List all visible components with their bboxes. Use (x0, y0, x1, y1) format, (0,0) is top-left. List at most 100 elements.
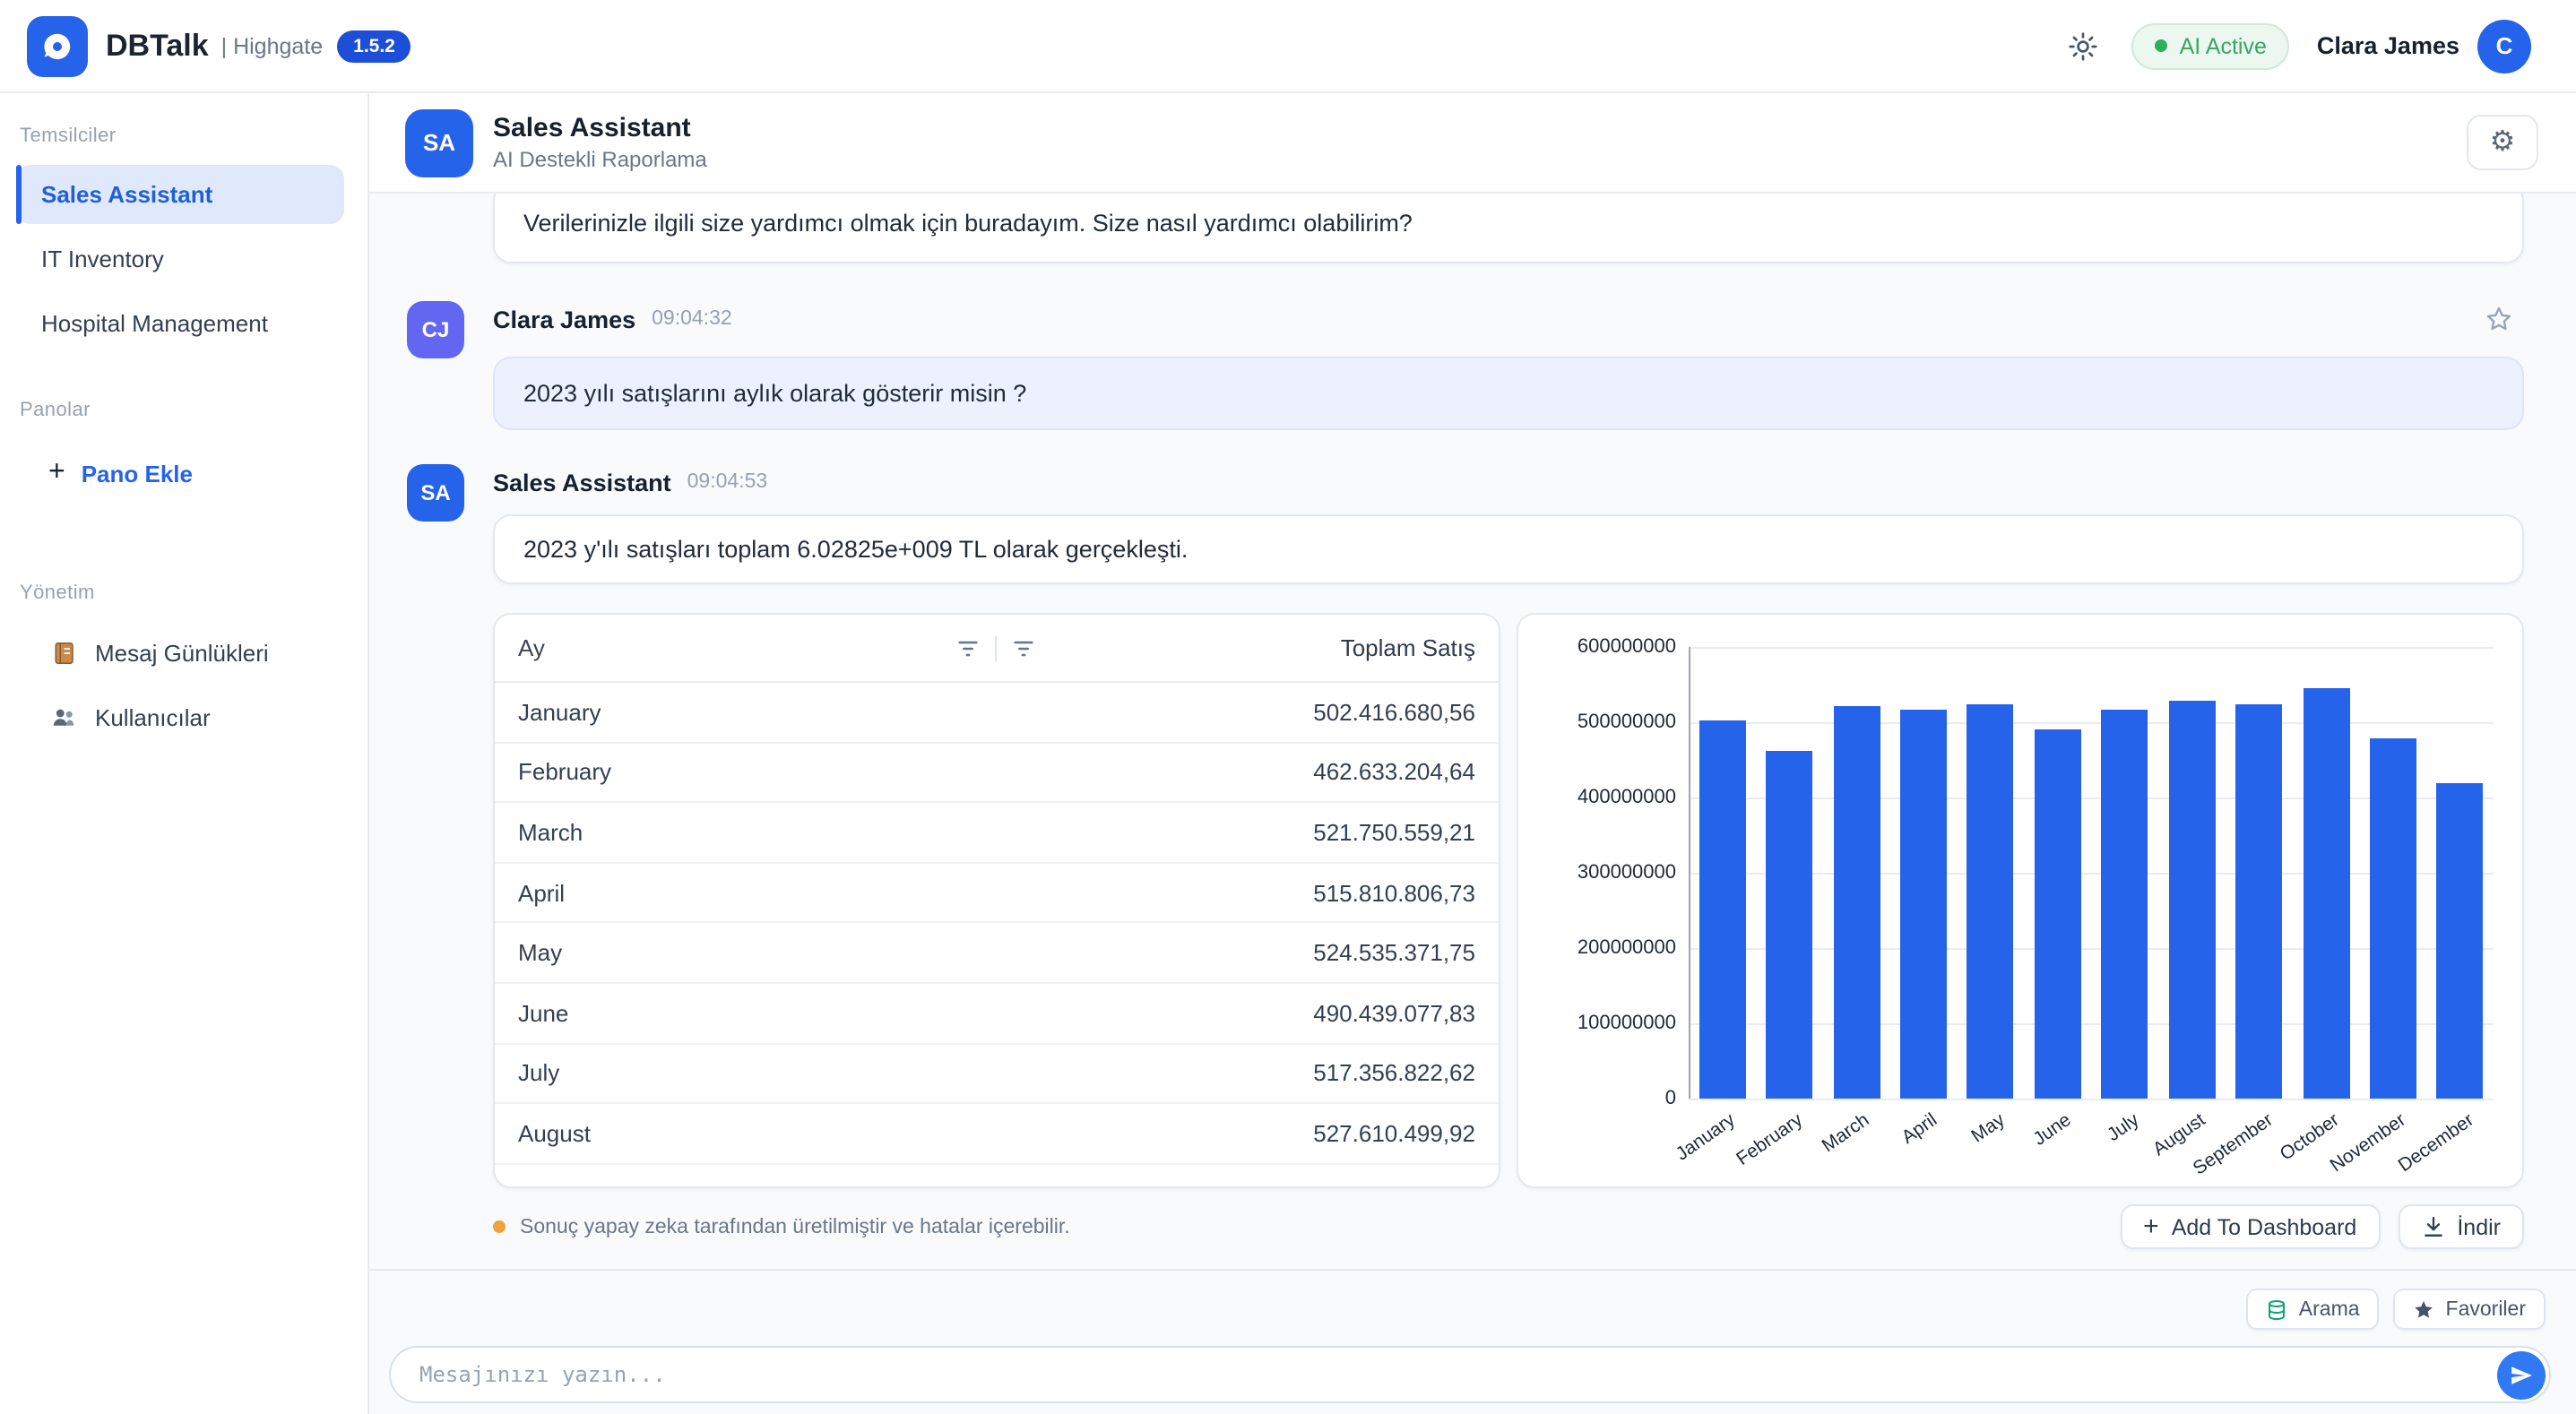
chart-x-tick-label: November (2327, 1109, 2411, 1177)
bar-august (2168, 701, 2216, 1099)
table-cell-total: 490.439.077,83 (1313, 999, 1475, 1027)
journal-icon (55, 642, 73, 663)
result-footer: Sonuç yapay zeka tarafından üretilmiştir… (493, 1204, 2524, 1249)
table-row: March 521.750.559,21 (495, 803, 1499, 864)
version-badge: 1.5.2 (337, 30, 411, 62)
app-name: DBTalk (106, 28, 209, 62)
table-row: January 502.416.680,56 (495, 683, 1499, 744)
chart-gridline (1689, 948, 2494, 950)
send-button[interactable] (2497, 1350, 2546, 1399)
filter-icon-month[interactable] (955, 635, 981, 660)
add-to-dashboard-button[interactable]: + Add To Dashboard (2120, 1204, 2381, 1249)
section-label-dashboards: Panolar (20, 400, 91, 421)
table-cell-month: April (518, 879, 566, 907)
message-input-row (389, 1346, 2551, 1403)
add-to-dashboard-label: Add To Dashboard (2171, 1214, 2357, 1239)
table-filters (955, 635, 1036, 660)
filter-divider (995, 635, 997, 660)
filter-lines-icon (958, 640, 978, 656)
message-content: Clara James 09:04:32 2023 yılı satışları… (493, 301, 2524, 430)
ai-status-dot (2154, 39, 2167, 52)
filter-lines-icon (1014, 640, 1033, 656)
sidebar-item-message-logs[interactable]: Mesaj Günlükleri (16, 624, 344, 681)
sales-table-card: Ay (493, 613, 1500, 1188)
favorites-label: Favoriler (2445, 1298, 2526, 1320)
user-message-avatar: CJ (407, 301, 464, 358)
agent-meta: Sales Assistant AI Destekli Raporlama (493, 113, 707, 172)
add-dashboard-button[interactable]: + Pano Ekle (16, 443, 344, 504)
download-button[interactable]: İndir (2398, 1204, 2524, 1249)
bar-april (1900, 710, 1947, 1099)
user-name: Clara James (2316, 32, 2459, 59)
chart-gridline (1689, 873, 2494, 875)
chart-gridline (1689, 798, 2494, 799)
message-content: Sales Assistant 09:04:53 2023 y'ılı satı… (493, 464, 2524, 1249)
topbar: DBTalk | Highgate 1.5.2 AI Active Clara … (0, 0, 2576, 93)
user-message-group: CJ Clara James 09:04:32 2023 yılı satışl… (407, 301, 2524, 430)
sidebar-item-users[interactable]: Kullanıcılar (16, 688, 344, 746)
message-author: Clara James (493, 306, 636, 332)
user-avatar[interactable]: C (2477, 19, 2531, 73)
ai-disclaimer: Sonuç yapay zeka tarafından üretilmiştir… (493, 1216, 1070, 1237)
bar-november (2369, 738, 2416, 1099)
topbar-right: AI Active Clara James C (2056, 19, 2531, 73)
result-row: Ay (493, 613, 2524, 1188)
composer: Arama Favoriler (369, 1271, 2576, 1414)
filter-icon-total[interactable] (1011, 635, 1036, 660)
bar-july (2101, 709, 2148, 1099)
sidebar-item-hospital-management[interactable]: Hospital Management (16, 294, 344, 353)
table-row: February 462.633.204,64 (495, 743, 1499, 804)
agent-subtitle: AI Destekli Raporlama (493, 147, 707, 172)
plus-icon: + (48, 457, 65, 487)
table-cell-total: 502.416.680,56 (1313, 698, 1475, 726)
table-cell-total: 527.610.499,92 (1313, 1119, 1475, 1147)
download-icon (2424, 1217, 2442, 1237)
bar-february (1766, 750, 1813, 1099)
table-header: Ay (495, 615, 1499, 683)
sidebar-item-label: IT Inventory (41, 246, 164, 272)
bar-may (1967, 703, 2014, 1099)
column-header-total: Toplam Satış (1340, 634, 1475, 661)
chart-x-tick-label: July (2102, 1109, 2143, 1147)
search-label: Arama (2298, 1298, 2360, 1320)
sales-chart-card: 0 100000000 200000000 300000000 400000000 500… (1517, 613, 2524, 1188)
chart-gridline (1689, 722, 2494, 724)
search-button[interactable]: Arama (2246, 1289, 2380, 1330)
chat-panel: SA Sales Assistant AI Destekli Raporlama… (369, 93, 2576, 1414)
section-label-management: Yönetim (20, 582, 95, 604)
chart-x-tick-label: March (1819, 1109, 1874, 1158)
table-row: April 515.810.806,73 (495, 864, 1499, 924)
message-author: Sales Assistant (493, 469, 671, 496)
message-text: 2023 yılı satışlarını aylık olarak göste… (523, 380, 1027, 407)
table-cell-month: June (518, 999, 569, 1027)
plus-icon: + (2143, 1211, 2159, 1241)
chart-x-tick-label: June (2029, 1109, 2076, 1151)
sidebar-item-sales-assistant[interactable]: Sales Assistant (16, 165, 344, 224)
assistant-message-avatar: SA (407, 464, 464, 522)
assistant-message-group: SA Sales Assistant 09:04:53 2023 y'ılı s… (407, 464, 2524, 1249)
favorites-button[interactable]: Favoriler (2393, 1289, 2546, 1330)
bar-march (1833, 705, 1880, 1099)
message-timestamp: 09:04:32 (652, 308, 732, 330)
chat-header: SA Sales Assistant AI Destekli Raporlama… (369, 93, 2576, 194)
theme-toggle-button[interactable] (2056, 19, 2110, 73)
assistant-intro-message: Verilerinizle ilgili size yardımcı olmak… (493, 194, 2524, 263)
chart-y-tick-label: 0 (1664, 1088, 1676, 1109)
table-cell-month: August (518, 1119, 591, 1147)
workspace-name: | Highgate (220, 33, 324, 58)
chat-scroll-area[interactable]: Verilerinizle ilgili size yardımcı olmak… (369, 194, 2576, 1271)
chart-x-tick-label: February (1733, 1109, 1807, 1170)
star-icon (2415, 1300, 2433, 1317)
chart-gridline (1689, 647, 2494, 649)
sidebar-item-it-inventory[interactable]: IT Inventory (16, 229, 344, 289)
chat-settings-button[interactable]: ⚙ (2467, 115, 2538, 170)
favorite-message-button[interactable] (2485, 305, 2513, 333)
table-cell-total: 515.810.806,73 (1313, 879, 1475, 907)
message-input[interactable] (389, 1346, 2551, 1403)
sidebar-item-label: Sales Assistant (41, 181, 213, 208)
bar-january (1699, 720, 1746, 1099)
gear-icon: ⚙ (2489, 126, 2516, 157)
add-dashboard-label: Pano Ekle (81, 460, 193, 487)
chart-y-tick-label: 500000000 (1577, 711, 1676, 733)
